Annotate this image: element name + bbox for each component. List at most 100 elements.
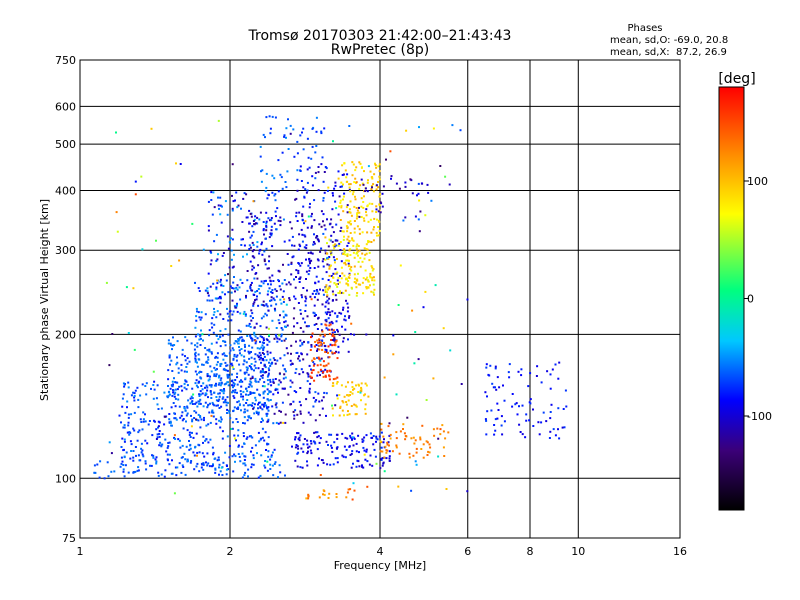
data-point-2405: [294, 436, 297, 439]
data-point-1006: [202, 339, 204, 342]
data-point-273: [209, 438, 212, 441]
data-point-2782: [437, 437, 440, 440]
data-point-2334: [335, 382, 338, 385]
data-point-2811: [266, 460, 269, 463]
data-point-1185: [242, 255, 244, 258]
data-point-1105: [242, 339, 245, 342]
data-point-409: [121, 397, 124, 400]
data-point-1381: [331, 331, 334, 334]
data-point-1319: [310, 344, 313, 346]
data-point-2721: [490, 409, 493, 412]
data-point-1299: [277, 319, 280, 322]
data-point-2725: [305, 497, 308, 500]
data-point-2652: [516, 413, 519, 416]
data-point-1512: [289, 283, 292, 286]
data-point-1638: [253, 223, 256, 225]
data-point-186: [231, 427, 234, 430]
data-point-244: [181, 389, 184, 392]
data-point-800: [223, 389, 226, 392]
data-point-106: [237, 429, 240, 432]
data-point-1272: [216, 258, 219, 261]
data-point-2426: [387, 441, 390, 444]
data-point-2363: [340, 384, 343, 387]
data-point-624: [219, 420, 222, 423]
data-point-1470: [292, 400, 295, 403]
data-point-319: [137, 454, 140, 457]
data-point-684: [238, 346, 240, 348]
data-point-1610: [286, 352, 289, 355]
data-point-2649: [484, 391, 487, 394]
data-point-2054: [351, 237, 354, 240]
data-point-886: [196, 373, 198, 376]
data-point-2355: [345, 403, 348, 406]
data-point-101: [180, 414, 183, 417]
data-point-1078: [276, 359, 279, 362]
data-point-1749: [317, 171, 320, 174]
data-point-2026: [370, 241, 373, 243]
data-point-2372: [364, 408, 367, 411]
data-point-555: [233, 353, 236, 356]
data-point-95: [160, 407, 163, 410]
data-point-2675: [529, 398, 532, 401]
data-point-1830: [331, 192, 334, 195]
data-point-1740: [341, 325, 343, 328]
data-point-1266: [271, 291, 274, 294]
data-point-48: [137, 469, 140, 472]
data-point-2146: [354, 277, 356, 280]
data-point-304: [226, 435, 229, 438]
data-point-2181: [328, 267, 331, 270]
data-point-1493: [263, 280, 266, 283]
data-point-1211: [262, 228, 265, 230]
data-point-2423: [369, 454, 372, 457]
data-point-365: [186, 405, 189, 408]
data-point-2370: [346, 394, 349, 397]
data-point-858: [229, 363, 232, 365]
data-point-191: [122, 382, 125, 385]
data-point-1570: [331, 299, 334, 302]
data-point-2570: [415, 447, 418, 450]
data-point-124: [129, 457, 132, 460]
data-point-77: [136, 469, 139, 472]
data-point-2108: [345, 259, 348, 262]
data-point-979: [216, 352, 219, 355]
data-point-1622: [269, 299, 271, 302]
data-point-2138: [348, 259, 350, 262]
data-point-448: [252, 457, 255, 460]
data-point-1720: [285, 186, 288, 189]
data-point-792: [262, 392, 265, 395]
data-point-1675: [299, 134, 302, 137]
data-point-2556: [442, 430, 445, 433]
data-point-2266: [348, 208, 351, 211]
data-point-2282: [360, 205, 363, 208]
data-point-61: [163, 475, 166, 478]
data-point-2731: [307, 495, 310, 498]
data-point-1563: [276, 337, 279, 340]
data-point-951: [217, 376, 220, 379]
data-point-1987: [321, 348, 324, 351]
data-point-832: [229, 344, 232, 347]
data-point-66: [269, 458, 272, 461]
data-point-1134: [236, 310, 239, 313]
data-point-1607: [287, 263, 290, 266]
data-point-45: [208, 465, 211, 468]
data-point-1614: [279, 314, 281, 317]
data-point-1133: [270, 234, 273, 237]
data-point-919: [273, 299, 276, 302]
data-point-2295: [367, 220, 370, 223]
data-point-2119: [371, 269, 374, 272]
data-point-529: [203, 416, 205, 419]
data-point-1602: [251, 265, 254, 268]
data-point-2380: [360, 390, 363, 393]
data-point-2834: [282, 218, 285, 221]
data-point-1597: [302, 421, 305, 424]
data-point-2599: [427, 450, 430, 453]
y-tick-label-400: 400: [55, 184, 76, 197]
data-point-2641: [496, 376, 499, 379]
data-point-1060: [205, 392, 208, 395]
data-point-2333: [339, 407, 342, 409]
data-point-1486: [263, 233, 265, 236]
data-point-318: [158, 430, 161, 432]
data-point-2166: [334, 272, 337, 275]
data-point-1149: [257, 264, 260, 267]
scatter-points: [93, 115, 568, 501]
